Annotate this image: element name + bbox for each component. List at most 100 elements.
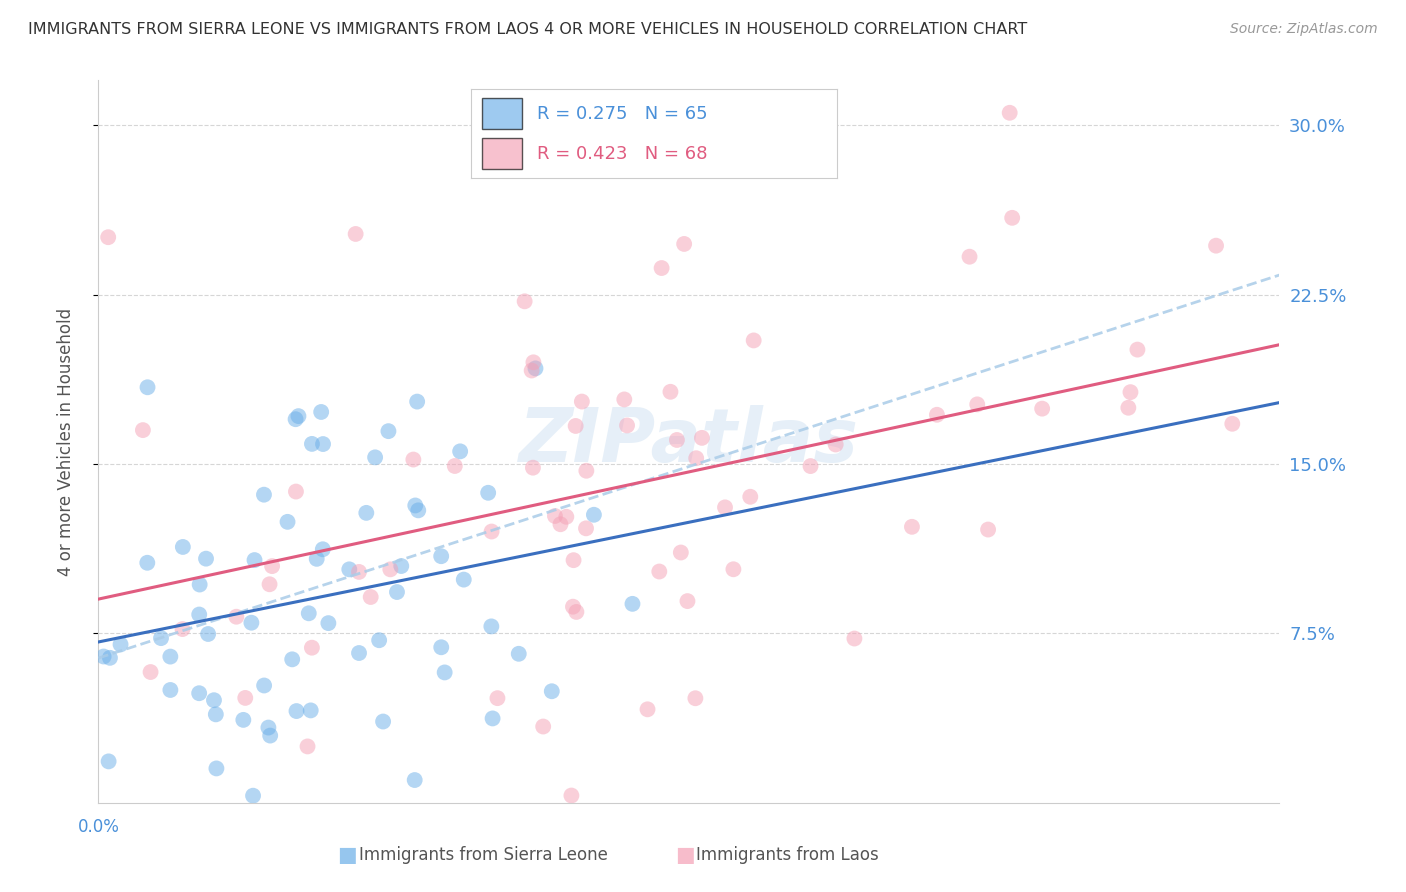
Point — [347, 565, 370, 579]
Point — [259, 577, 281, 591]
Point — [616, 418, 638, 433]
Point — [524, 361, 547, 376]
Point — [284, 484, 307, 499]
Text: ■: ■ — [337, 845, 357, 864]
Point — [1001, 211, 1024, 225]
Point — [564, 419, 586, 434]
Point — [977, 523, 1000, 537]
Point — [1118, 401, 1140, 415]
Point — [299, 703, 322, 717]
Point — [309, 405, 332, 419]
Point — [172, 540, 194, 554]
Point — [481, 711, 503, 725]
Point — [513, 294, 536, 309]
Point — [347, 646, 370, 660]
Point — [723, 562, 745, 576]
Point — [136, 556, 159, 570]
Point — [544, 508, 567, 523]
Point — [243, 553, 266, 567]
Text: 0.0%: 0.0% — [77, 818, 120, 836]
Point — [651, 260, 673, 275]
Point — [97, 230, 120, 244]
Point — [253, 488, 276, 502]
Point — [575, 464, 598, 478]
Point — [360, 590, 382, 604]
Point — [188, 577, 211, 591]
Point — [404, 499, 426, 513]
Point — [301, 640, 323, 655]
Point — [966, 397, 988, 411]
Point — [364, 450, 387, 465]
Text: Immigrants from Laos: Immigrants from Laos — [696, 846, 879, 863]
Point — [150, 631, 173, 645]
Text: ■: ■ — [675, 845, 695, 864]
Point — [277, 515, 299, 529]
Point — [522, 460, 544, 475]
Point — [253, 678, 276, 692]
Point — [297, 739, 319, 754]
Point — [508, 647, 530, 661]
Point — [844, 632, 866, 646]
Point — [824, 437, 846, 451]
Point — [202, 693, 225, 707]
Point — [132, 423, 155, 437]
Point — [205, 707, 228, 722]
Point — [685, 451, 707, 466]
Point — [195, 551, 218, 566]
Point — [1205, 238, 1227, 252]
Point — [406, 394, 429, 409]
Point — [562, 599, 585, 614]
Point — [281, 652, 304, 666]
Point — [356, 506, 378, 520]
Point — [453, 573, 475, 587]
Point — [676, 594, 699, 608]
Point — [673, 236, 696, 251]
Point — [690, 431, 713, 445]
Text: ZIPatlas: ZIPatlas — [519, 405, 859, 478]
Point — [669, 545, 692, 559]
Point — [404, 772, 426, 787]
Point — [298, 607, 321, 621]
Point — [172, 622, 194, 636]
Point — [540, 684, 562, 698]
Point — [368, 633, 391, 648]
Point — [284, 412, 307, 426]
Point — [714, 500, 737, 515]
Point — [449, 444, 471, 458]
Text: Source: ZipAtlas.com: Source: ZipAtlas.com — [1230, 22, 1378, 37]
Point — [380, 562, 402, 576]
Point — [901, 520, 924, 534]
Point — [648, 565, 671, 579]
Point — [232, 713, 254, 727]
Point — [665, 433, 688, 447]
Point — [430, 640, 453, 655]
Point — [159, 649, 181, 664]
Point — [1220, 417, 1243, 431]
Point — [477, 485, 499, 500]
Point — [562, 553, 585, 567]
Point — [389, 559, 412, 574]
Point — [225, 609, 247, 624]
Y-axis label: 4 or more Vehicles in Household: 4 or more Vehicles in Household — [56, 308, 75, 575]
Point — [575, 521, 598, 535]
Point — [312, 542, 335, 557]
Point — [233, 690, 256, 705]
Point — [1126, 343, 1149, 357]
Point — [486, 691, 509, 706]
Point — [560, 789, 582, 803]
Point — [925, 408, 948, 422]
Point — [205, 761, 228, 775]
Point — [262, 559, 284, 574]
Point — [240, 615, 263, 630]
Point — [799, 459, 821, 474]
Point — [571, 394, 593, 409]
Point — [479, 619, 502, 633]
Point — [385, 585, 408, 599]
Point — [659, 384, 682, 399]
Point — [287, 409, 309, 424]
Point — [136, 380, 159, 394]
Point — [257, 721, 280, 735]
Point — [531, 719, 554, 733]
Point — [197, 627, 219, 641]
Point — [406, 503, 429, 517]
